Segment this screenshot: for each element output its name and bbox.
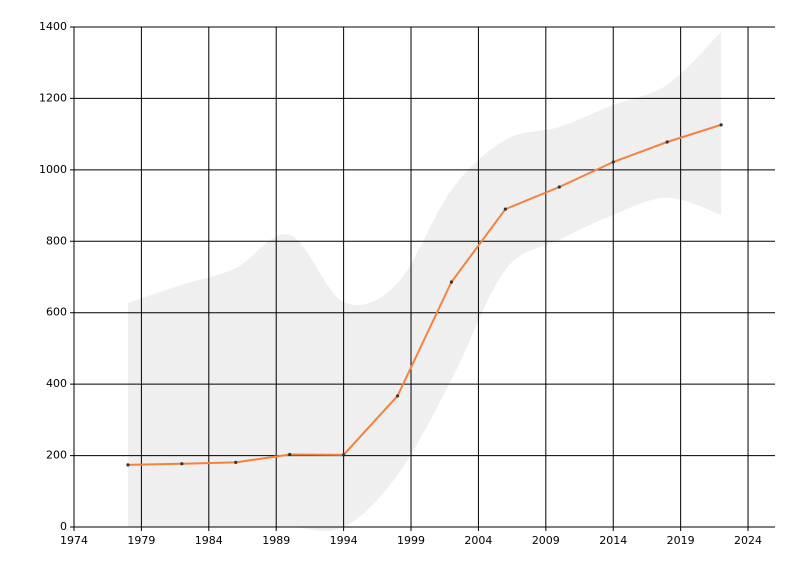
data-point (126, 463, 130, 467)
x-tick-label: 2009 (532, 534, 560, 547)
data-point (611, 160, 615, 164)
data-line (127, 123, 722, 466)
x-tick-label: 1974 (60, 534, 88, 547)
x-tick-label: 1999 (397, 534, 425, 547)
data-point (342, 453, 346, 457)
data-point (719, 123, 723, 127)
y-tick-label: 1200 (39, 91, 67, 104)
data-point (557, 185, 561, 189)
y-tick-label: 800 (46, 234, 67, 247)
y-tick-label: 400 (46, 377, 67, 390)
x-tick-label: 2004 (464, 534, 492, 547)
x-tick-label: 1989 (262, 534, 290, 547)
y-tick-label: 1400 (39, 20, 67, 33)
y-tick-label: 600 (46, 306, 67, 319)
data-point (665, 140, 669, 144)
x-tick-label: 1979 (127, 534, 155, 547)
data-point (288, 452, 292, 457)
data-point (234, 460, 238, 464)
x-tick-label: 2024 (734, 534, 762, 547)
y-tick-label: 0 (60, 520, 67, 533)
data-point (449, 280, 454, 284)
data-point (180, 462, 184, 466)
x-tick-label: 2014 (599, 534, 627, 547)
x-tick-label: 2019 (667, 534, 695, 547)
y-tick-label: 200 (46, 449, 67, 462)
x-tick-label: 1994 (330, 534, 358, 547)
x-tick-label: 1984 (195, 534, 223, 547)
y-tick-label: 1000 (39, 163, 67, 176)
data-point (395, 394, 400, 398)
data-point (503, 207, 507, 211)
